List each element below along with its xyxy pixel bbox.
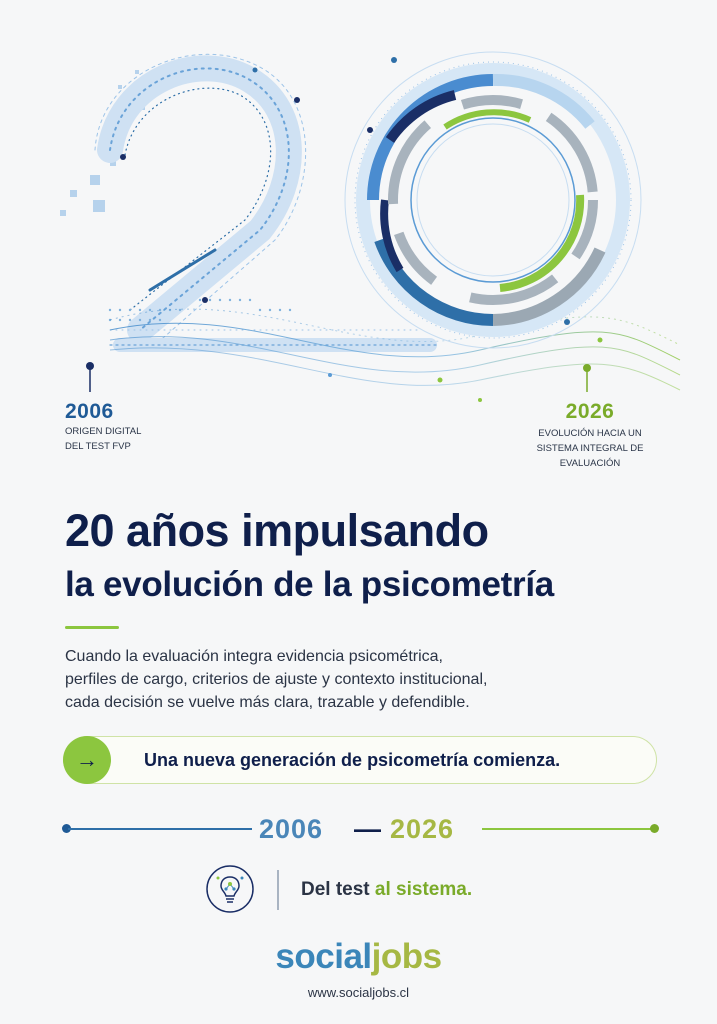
dot-grid	[108, 298, 292, 322]
website-link[interactable]: www.socialjobs.cl	[307, 985, 410, 1000]
tagline-divider	[277, 870, 279, 910]
flow-waves	[109, 308, 681, 391]
tagline: Del test al sistema.	[301, 879, 473, 900]
headline-line-2: la evolución de la psicometría	[65, 565, 554, 604]
milestone-end-year: 2026	[565, 400, 615, 423]
accent-divider	[65, 626, 119, 629]
milestone-markers	[86, 362, 591, 392]
timeline-end-dot	[650, 824, 659, 833]
year-timeline: 2006 — 2026	[62, 812, 662, 846]
milestone-start-year: 2006	[65, 400, 114, 423]
cta-banner[interactable]: → Una nueva generación de psicometría co…	[63, 736, 657, 784]
headline-line-1: 20 años impulsando	[65, 505, 489, 556]
timeline-end-year: 2026	[390, 814, 455, 844]
cta-text: Una nueva generación de psicometría comi…	[144, 750, 561, 770]
milestone-end-caption: EVOLUCIÓN HACIA UN SISTEMA INTEGRAL DE E…	[536, 428, 644, 469]
milestone-2006: 2006 ORIGEN DIGITAL DEL TEST FVP	[65, 400, 141, 454]
timeline-line-right	[482, 828, 654, 830]
timeline-start-year: 2006	[259, 814, 324, 844]
hero-20-graphic	[60, 51, 681, 402]
digit-zero	[344, 51, 642, 349]
lightbulb-network-icon	[206, 865, 254, 913]
scatter-dots	[120, 57, 603, 402]
milestone-2026: 2026 EVOLUCIÓN HACIA UN SISTEMA INTEGRAL…	[520, 400, 660, 471]
arrow-right-icon: →	[63, 736, 111, 784]
body-paragraph: Cuando la evaluación integra evidencia p…	[65, 648, 488, 711]
timeline-start-dot	[62, 824, 71, 833]
digit-two	[94, 53, 441, 352]
tagline-row: Del test al sistema.	[205, 862, 535, 918]
timeline-line-left	[68, 828, 252, 830]
socialjobs-logo[interactable]: socialjobs	[275, 937, 442, 976]
timeline-separator: —	[354, 814, 381, 844]
milestone-start-caption: ORIGEN DIGITAL DEL TEST FVP	[65, 426, 142, 452]
